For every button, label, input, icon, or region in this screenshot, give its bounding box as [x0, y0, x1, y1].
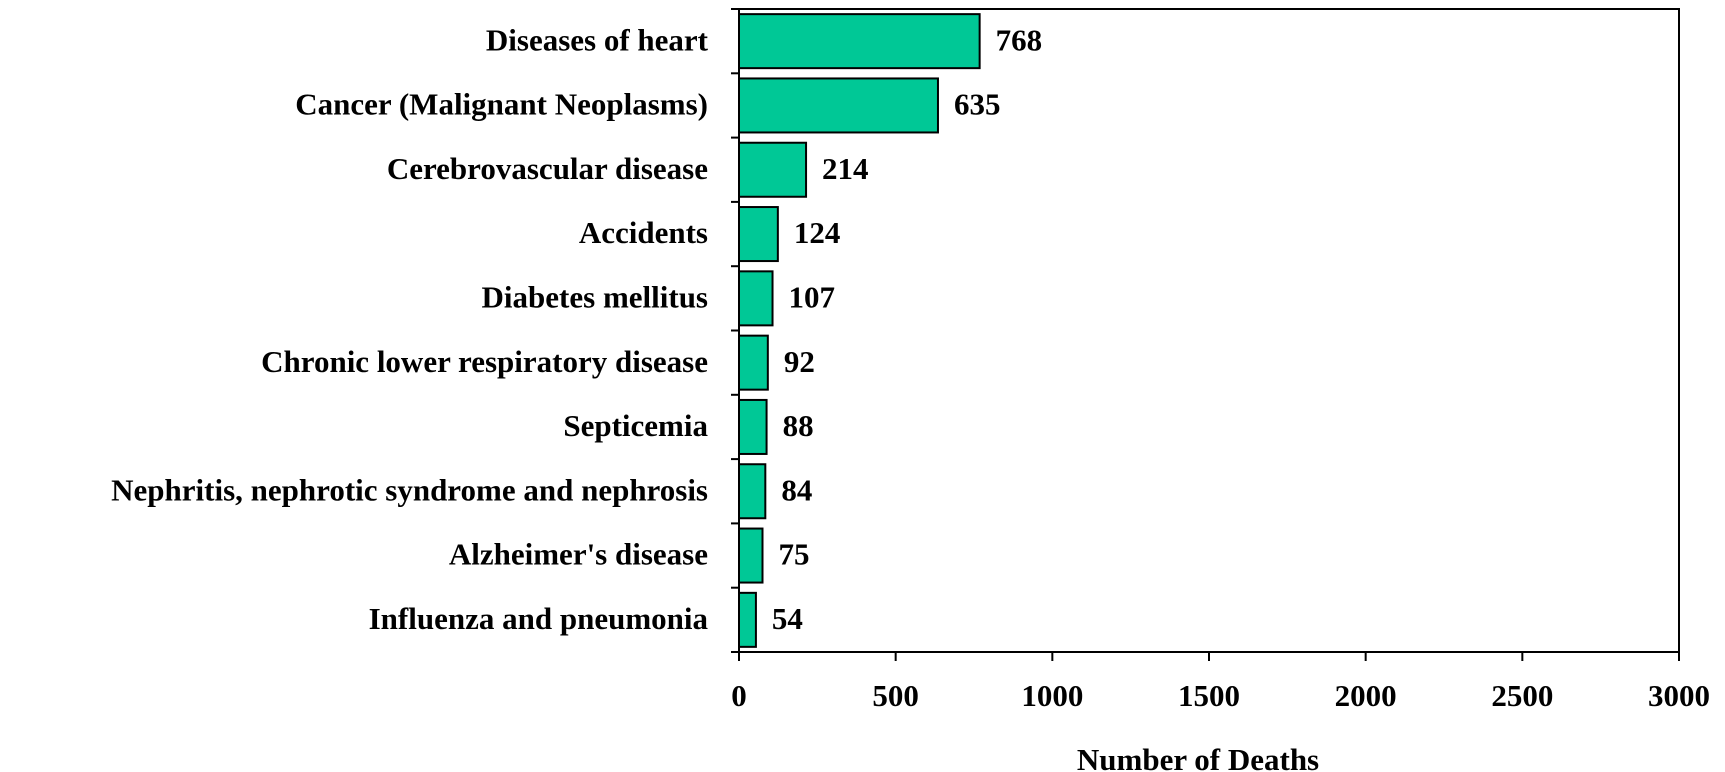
- y-tick-label: Septicemia: [563, 408, 708, 443]
- bar: [738, 270, 774, 327]
- bar: [738, 591, 757, 648]
- y-tick-label: Cerebrovascular disease: [387, 151, 708, 186]
- bar: [738, 527, 764, 584]
- y-tick-label: Cancer (Malignant Neoplasms): [295, 87, 708, 122]
- y-tick-label: Nephritis, nephrotic syndrome and nephro…: [111, 472, 708, 507]
- data-label: 88: [783, 408, 814, 443]
- bar: [738, 141, 808, 198]
- x-tick-label: 0: [731, 678, 747, 713]
- x-tick-label: 500: [872, 678, 919, 713]
- data-label: 768: [996, 22, 1043, 57]
- y-tick-label: Diseases of heart: [486, 22, 709, 57]
- data-label: 54: [772, 601, 803, 636]
- x-tick-label: 3000: [1648, 678, 1710, 713]
- data-label: 75: [779, 537, 810, 572]
- data-label: 635: [954, 87, 1001, 122]
- x-tick-label: 2000: [1335, 678, 1397, 713]
- data-label: 214: [822, 151, 869, 186]
- x-axis-label: Number of Deaths: [1077, 742, 1319, 772]
- data-label: 92: [784, 344, 815, 379]
- bar: [738, 334, 769, 391]
- x-tick-label: 1000: [1021, 678, 1083, 713]
- data-label: 107: [789, 279, 836, 314]
- y-tick-label: Influenza and pneumonia: [369, 601, 709, 636]
- y-tick-label: Diabetes mellitus: [482, 279, 708, 314]
- bar: [738, 398, 768, 455]
- bar: [738, 206, 779, 263]
- y-tick-label: Chronic lower respiratory disease: [261, 344, 708, 379]
- y-tick-label: Accidents: [579, 215, 708, 250]
- bar: [738, 463, 767, 520]
- x-tick-label: 1500: [1178, 678, 1240, 713]
- x-tick-label: 2500: [1491, 678, 1553, 713]
- data-label: 124: [794, 215, 841, 250]
- bar: [738, 13, 981, 70]
- bar: [738, 77, 939, 134]
- data-label: 84: [781, 472, 812, 507]
- y-tick-label: Alzheimer's disease: [449, 537, 708, 572]
